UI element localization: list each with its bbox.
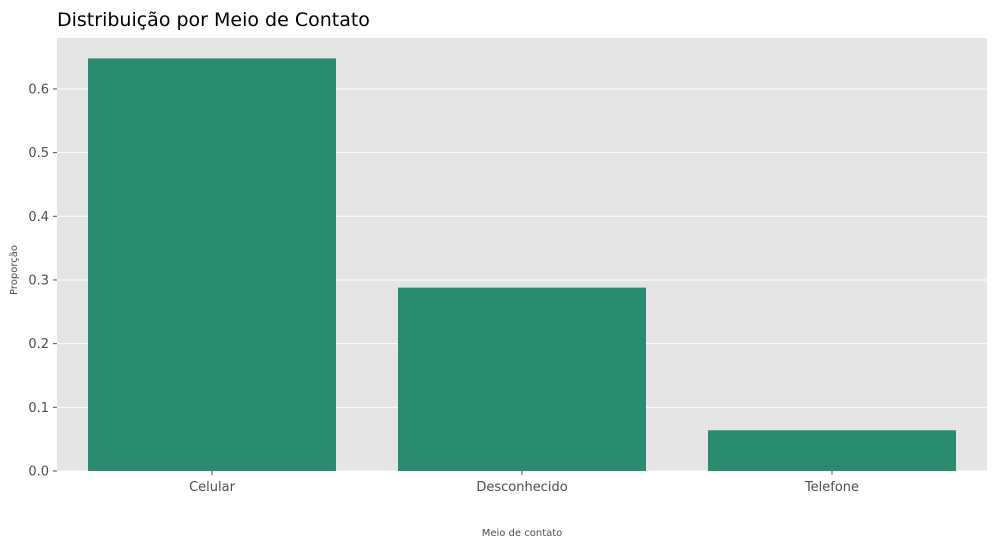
y-tick-label: 0.1 [28,401,49,416]
y-tick-label: 0.0 [28,465,49,480]
y-axis: 0.0 0.1 0.2 0.3 0.4 0.5 0.6 [28,82,57,480]
y-tick-label: 0.3 [28,273,49,288]
y-axis-label: Proporção [9,245,20,295]
y-tick-label: 0.2 [28,337,49,352]
x-axis: Celular Desconhecido Telefone [189,471,859,495]
y-tick-label: 0.6 [28,82,49,97]
x-tick-label: Desconhecido [476,480,567,495]
bar-desconhecido [398,287,646,471]
bar-celular [88,58,336,472]
bar-telefone [708,430,956,471]
y-tick-label: 0.5 [28,146,49,161]
chart-title: Distribuição por Meio de Contato [57,9,370,31]
x-tick-label: Celular [189,480,236,495]
x-tick-label: Telefone [804,480,859,495]
bars [88,58,956,472]
y-tick-label: 0.4 [28,210,49,225]
x-axis-label: Meio de contato [482,528,563,539]
